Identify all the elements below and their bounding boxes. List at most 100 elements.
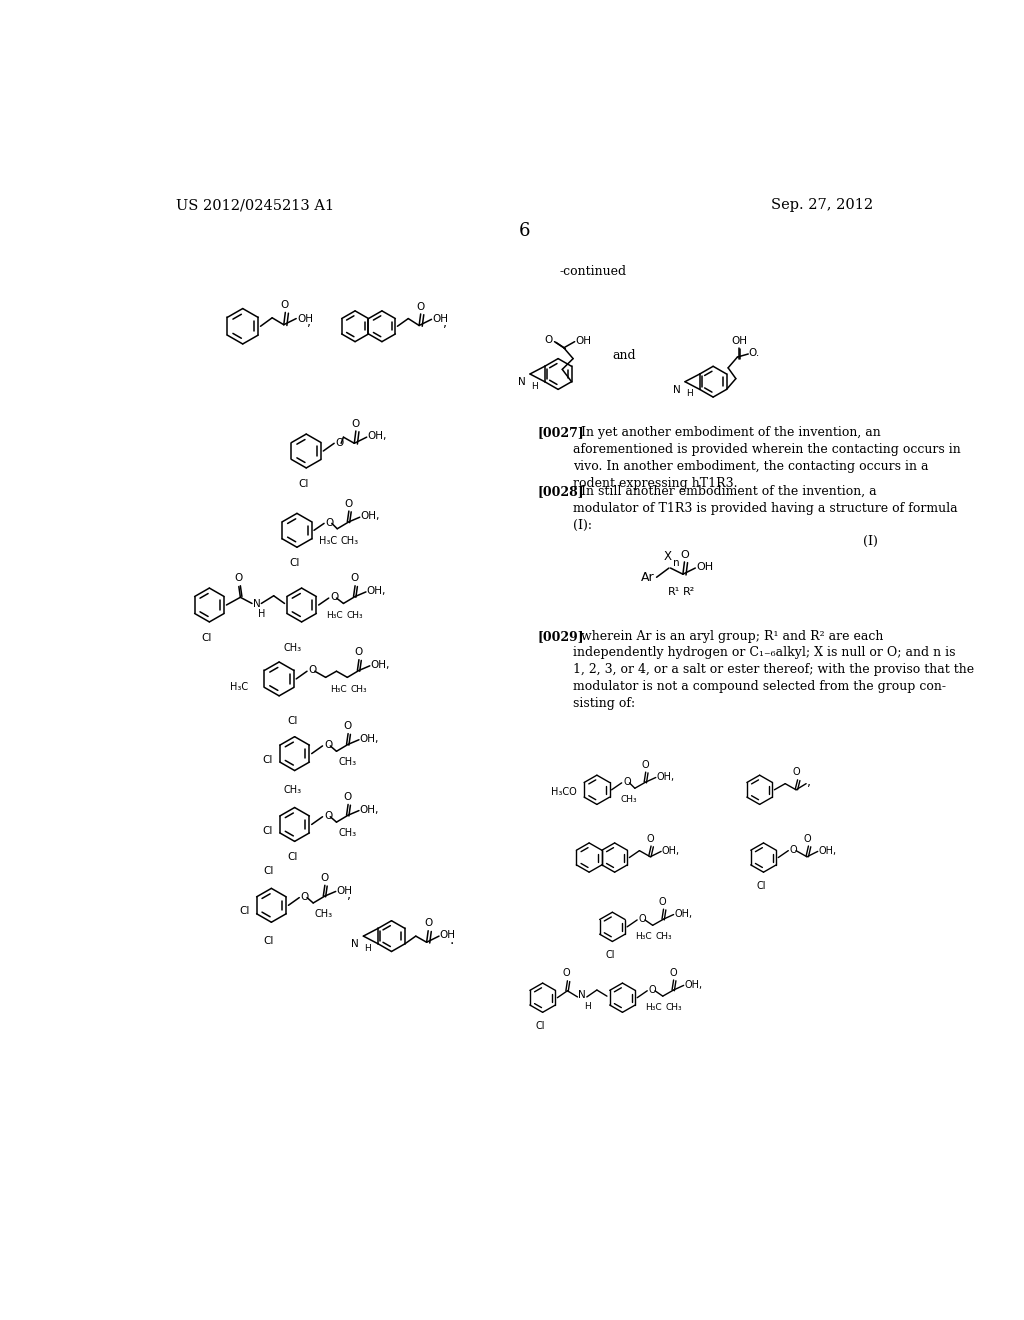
Text: OH: OH: [432, 314, 449, 323]
Text: O: O: [669, 968, 677, 978]
Text: OH,: OH,: [818, 846, 837, 855]
Text: OH,: OH,: [684, 979, 702, 990]
Text: O: O: [234, 573, 243, 583]
Text: OH,: OH,: [368, 432, 387, 441]
Text: Ar: Ar: [641, 570, 655, 583]
Text: N: N: [253, 599, 260, 610]
Text: CH₃: CH₃: [283, 643, 301, 653]
Text: O: O: [641, 760, 649, 770]
Text: and: and: [612, 350, 636, 363]
Text: H₃C: H₃C: [635, 932, 651, 941]
Text: Cl: Cl: [240, 907, 250, 916]
Text: wherein Ar is an aryl group; R¹ and R² are each
independently hydrogen or C₁₋₆al: wherein Ar is an aryl group; R¹ and R² a…: [572, 630, 974, 710]
Text: 6: 6: [519, 222, 530, 239]
Text: CH₃: CH₃: [621, 795, 637, 804]
Text: CH₃: CH₃: [314, 909, 333, 919]
Text: H₃C: H₃C: [318, 536, 337, 546]
Text: Cl: Cl: [757, 880, 766, 891]
Text: H: H: [530, 381, 538, 391]
Text: O: O: [354, 647, 362, 657]
Text: Sep. 27, 2012: Sep. 27, 2012: [771, 198, 873, 213]
Text: Cl: Cl: [264, 936, 274, 946]
Text: H₃CO: H₃CO: [551, 787, 577, 797]
Text: [0028]: [0028]: [538, 484, 584, 498]
Text: O.: O.: [749, 348, 760, 358]
Text: ,: ,: [443, 317, 447, 330]
Text: CH₃: CH₃: [284, 785, 301, 795]
Text: O: O: [649, 985, 656, 995]
Text: O: O: [646, 834, 654, 843]
Text: In still another embodiment of the invention, a
modulator of T1R3 is provided ha: In still another embodiment of the inven…: [572, 484, 957, 532]
Text: H: H: [365, 944, 371, 953]
Text: O: O: [331, 593, 339, 602]
Text: H₃C: H₃C: [330, 685, 346, 694]
Text: O: O: [326, 517, 334, 528]
Text: OH: OH: [297, 314, 313, 323]
Text: ,: ,: [807, 776, 811, 789]
Text: Cl: Cl: [262, 825, 273, 836]
Text: O: O: [790, 845, 798, 855]
Text: N: N: [673, 385, 680, 395]
Text: Cl: Cl: [605, 950, 614, 960]
Text: O: O: [793, 767, 800, 777]
Text: O: O: [281, 300, 289, 310]
Text: Cl: Cl: [536, 1020, 545, 1031]
Text: OH: OH: [337, 886, 352, 896]
Text: US 2012/0245213 A1: US 2012/0245213 A1: [176, 198, 334, 213]
Text: CH₃: CH₃: [338, 758, 356, 767]
Text: O: O: [343, 792, 351, 803]
Text: O: O: [350, 573, 358, 583]
Text: .: .: [450, 933, 455, 946]
Text: Cl: Cl: [287, 715, 298, 726]
Text: O: O: [424, 919, 432, 928]
Text: O: O: [563, 969, 570, 978]
Text: CH₃: CH₃: [346, 611, 364, 620]
Text: O: O: [639, 915, 646, 924]
Text: [0027]: [0027]: [538, 426, 584, 440]
Text: R²: R²: [683, 586, 695, 597]
Text: In yet another embodiment of the invention, an
aforementioned is provided wherei: In yet another embodiment of the inventi…: [572, 426, 961, 490]
Text: H: H: [258, 609, 265, 619]
Text: OH,: OH,: [656, 772, 675, 781]
Text: O: O: [336, 437, 344, 447]
Text: X: X: [664, 550, 672, 564]
Text: O: O: [324, 741, 333, 750]
Text: O: O: [545, 335, 553, 345]
Text: N: N: [579, 990, 586, 1001]
Text: OH,: OH,: [662, 846, 680, 855]
Text: N: N: [517, 378, 525, 387]
Text: H₃C: H₃C: [326, 611, 342, 620]
Text: R¹: R¹: [668, 586, 680, 597]
Text: Cl: Cl: [287, 853, 298, 862]
Text: O: O: [351, 418, 360, 429]
Text: OH: OH: [696, 562, 713, 573]
Text: O: O: [308, 665, 316, 676]
Text: ,: ,: [347, 888, 351, 902]
Text: -continued: -continued: [559, 264, 627, 277]
Text: OH,: OH,: [360, 511, 380, 521]
Text: O: O: [343, 721, 351, 731]
Text: CH₃: CH₃: [350, 685, 367, 694]
Text: Cl: Cl: [202, 632, 212, 643]
Text: OH: OH: [439, 931, 456, 940]
Text: O: O: [680, 549, 689, 560]
Text: O: O: [324, 810, 333, 821]
Text: H: H: [686, 389, 692, 399]
Text: O: O: [417, 302, 425, 312]
Text: n: n: [674, 558, 680, 568]
Text: CH₃: CH₃: [340, 536, 358, 546]
Text: H₃C: H₃C: [230, 681, 248, 692]
Text: [0029]: [0029]: [538, 630, 584, 643]
Text: OH,: OH,: [359, 734, 379, 744]
Text: CH₃: CH₃: [655, 932, 673, 941]
Text: OH,: OH,: [367, 586, 386, 597]
Text: N: N: [351, 940, 358, 949]
Text: O: O: [301, 892, 309, 902]
Text: H: H: [584, 1002, 591, 1011]
Text: O: O: [624, 777, 631, 787]
Text: (I): (I): [863, 535, 879, 548]
Text: H₃C: H₃C: [645, 1003, 662, 1012]
Text: Cl: Cl: [262, 755, 273, 764]
Text: O: O: [658, 896, 667, 907]
Text: Cl: Cl: [299, 479, 309, 488]
